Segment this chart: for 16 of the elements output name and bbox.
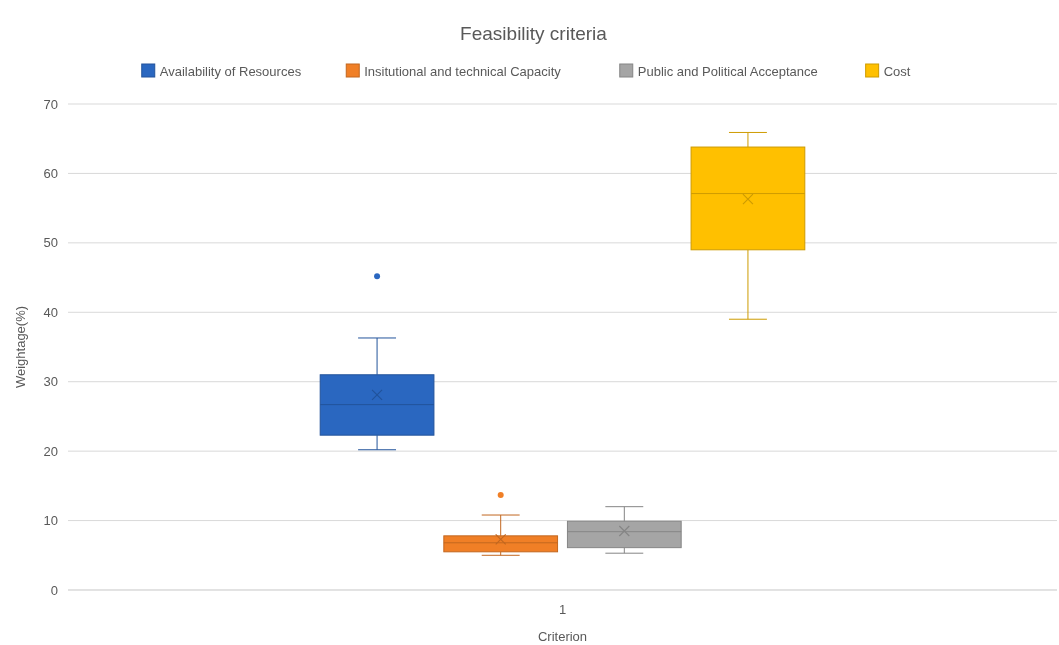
legend-label: Insitutional and technical Capacity bbox=[364, 63, 562, 79]
y-tick-label: 50 bbox=[43, 235, 58, 251]
y-tick-label: 0 bbox=[50, 582, 58, 598]
chart-title: Feasibility criteria bbox=[460, 23, 608, 44]
legend-label: Cost bbox=[883, 63, 911, 79]
x-axis-title: Criterion bbox=[537, 629, 588, 644]
x-tick-label: 1 bbox=[558, 602, 567, 617]
y-tick-label: 40 bbox=[43, 304, 58, 320]
y-tick-label: 70 bbox=[43, 96, 58, 112]
y-tick-label: 10 bbox=[43, 513, 58, 529]
legend-label: Availability of Resources bbox=[159, 63, 302, 79]
y-tick-label: 30 bbox=[43, 374, 58, 390]
y-tick-label: 60 bbox=[43, 165, 58, 181]
y-axis-title: Weightage(%) bbox=[13, 305, 28, 389]
y-tick-label: 20 bbox=[43, 443, 58, 459]
legend-label: Public and Political Acceptance bbox=[637, 63, 818, 79]
